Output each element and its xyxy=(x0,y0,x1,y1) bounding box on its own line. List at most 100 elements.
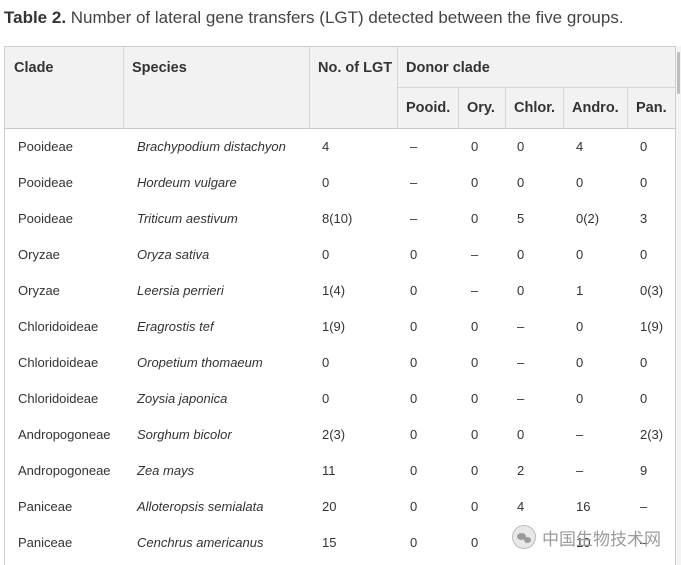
cell-lgt: 0 xyxy=(322,391,330,406)
cell-pooid: 0 xyxy=(410,247,418,262)
cell-chlor: 4 xyxy=(517,499,525,514)
cell-andro: 0(2) xyxy=(576,211,600,226)
header-donor-clade: Donor clade xyxy=(406,60,490,76)
cell-clade: Paniceae xyxy=(18,535,73,550)
cell-andro: 16 xyxy=(576,499,591,514)
cell-species: Sorghum bicolor xyxy=(137,427,232,442)
cell-pan: 0(3) xyxy=(640,283,664,298)
cell-lgt: 4 xyxy=(322,139,330,154)
cell-andro: – xyxy=(576,427,584,442)
cell-lgt: 8(10) xyxy=(322,211,353,226)
table-header: Clade Species No. of LGT Donor clade Poo… xyxy=(5,47,675,129)
cell-pan: 0 xyxy=(640,175,648,190)
cell-species: Leersia perrieri xyxy=(137,283,224,298)
cell-ory: 0 xyxy=(471,139,479,154)
cell-ory: 0 xyxy=(471,175,479,190)
caption-label: Table 2. xyxy=(4,8,67,27)
header-chlor: Chlor. xyxy=(514,100,556,116)
cell-clade: Pooideae xyxy=(18,175,73,190)
cell-lgt: 11 xyxy=(322,463,336,478)
header-divider xyxy=(627,87,628,129)
cell-ory: 0 xyxy=(471,463,479,478)
cell-pan: 2(3) xyxy=(640,427,664,442)
header-clade: Clade xyxy=(14,60,54,76)
header-divider xyxy=(309,47,310,129)
cell-andro: 1 xyxy=(576,283,584,298)
cell-pooid: 0 xyxy=(410,499,418,514)
cell-chlor: 0 xyxy=(517,427,525,442)
watermark-text: 中国生物技术网 xyxy=(542,529,661,550)
cell-pooid: 0 xyxy=(410,535,418,550)
cell-chlor: – xyxy=(517,355,525,370)
header-andro: Andro. xyxy=(572,100,619,116)
header-species: Species xyxy=(132,60,187,76)
cell-pooid: – xyxy=(410,139,418,154)
cell-ory: – xyxy=(471,283,479,298)
scrollbar-track[interactable] xyxy=(676,46,681,565)
table-row: Pooideae Brachypodium distachyon 4 – 0 0… xyxy=(5,129,675,165)
table-body: Pooideae Brachypodium distachyon 4 – 0 0… xyxy=(5,129,675,561)
table-row: Chloridoideae Zoysia japonica 0 0 0 – 0 … xyxy=(5,381,675,417)
header-pooid: Pooid. xyxy=(406,100,451,116)
cell-ory: – xyxy=(471,247,479,262)
cell-chlor: – xyxy=(517,391,525,406)
table-row: Chloridoideae Eragrostis tef 1(9) 0 0 – … xyxy=(5,309,675,345)
cell-clade: Andropogoneae xyxy=(18,463,111,478)
cell-clade: Pooideae xyxy=(18,211,73,226)
cell-clade: Pooideae xyxy=(18,139,73,154)
cell-andro: 10 xyxy=(576,535,591,550)
header-divider xyxy=(397,87,675,88)
cell-pooid: – xyxy=(410,211,418,226)
cell-chlor: 5 xyxy=(517,211,525,226)
cell-pooid: – xyxy=(410,175,418,190)
header-divider xyxy=(458,87,459,129)
cell-species: Cenchrus americanus xyxy=(137,535,264,550)
cell-andro: 0 xyxy=(576,391,584,406)
header-divider xyxy=(397,47,398,129)
cell-pooid: 0 xyxy=(410,391,418,406)
cell-species: Eragrostis tef xyxy=(137,319,214,334)
cell-chlor: 2 xyxy=(517,463,525,478)
header-divider xyxy=(505,87,506,129)
header-pan: Pan. xyxy=(636,100,667,116)
cell-pan: 0 xyxy=(640,139,648,154)
cell-species: Alloteropsis semialata xyxy=(137,499,264,514)
cell-lgt: 2(3) xyxy=(322,427,346,442)
cell-lgt: 0 xyxy=(322,175,330,190)
cell-pan: 0 xyxy=(640,247,648,262)
cell-andro: 0 xyxy=(576,319,584,334)
cell-ory: 0 xyxy=(471,499,479,514)
cell-pooid: 0 xyxy=(410,355,418,370)
cell-species: Triticum aestivum xyxy=(137,211,238,226)
table-caption: Table 2. Number of lateral gene transfer… xyxy=(4,8,624,28)
lgt-table: Clade Species No. of LGT Donor clade Poo… xyxy=(4,46,676,565)
cell-chlor: 0 xyxy=(517,283,525,298)
table-row: Paniceae Cenchrus americanus 15 0 0 5 10… xyxy=(5,525,675,561)
scrollbar-thumb[interactable] xyxy=(677,52,680,94)
cell-species: Brachypodium distachyon xyxy=(137,139,286,154)
cell-lgt: 0 xyxy=(322,247,330,262)
header-no-of-lgt: No. of LGT xyxy=(318,60,393,76)
cell-pooid: 0 xyxy=(410,283,418,298)
cell-andro: 0 xyxy=(576,355,584,370)
caption-text: Number of lateral gene transfers (LGT) d… xyxy=(66,8,624,27)
table-row: Oryzae Leersia perrieri 1(4) 0 – 0 1 0(3… xyxy=(5,273,675,309)
header-divider xyxy=(563,87,564,129)
cell-chlor: 0 xyxy=(517,175,525,190)
cell-lgt: 1(4) xyxy=(322,283,346,298)
cell-pan: 9 xyxy=(640,463,648,478)
cell-ory: 0 xyxy=(471,391,479,406)
cell-ory: 0 xyxy=(471,211,479,226)
cell-pooid: 0 xyxy=(410,319,418,334)
cell-pan: – xyxy=(640,535,648,550)
cell-pan: 0 xyxy=(640,355,648,370)
cell-chlor: 0 xyxy=(517,247,525,262)
cell-pooid: 0 xyxy=(410,427,418,442)
cell-ory: 0 xyxy=(471,319,479,334)
cell-clade: Chloridoideae xyxy=(18,319,99,334)
cell-pan: 3 xyxy=(640,211,648,226)
cell-species: Oropetium thomaeum xyxy=(137,355,263,370)
cell-lgt: 0 xyxy=(322,355,330,370)
cell-species: Zoysia japonica xyxy=(137,391,228,406)
table-row: Pooideae Hordeum vulgare 0 – 0 0 0 0 xyxy=(5,165,675,201)
